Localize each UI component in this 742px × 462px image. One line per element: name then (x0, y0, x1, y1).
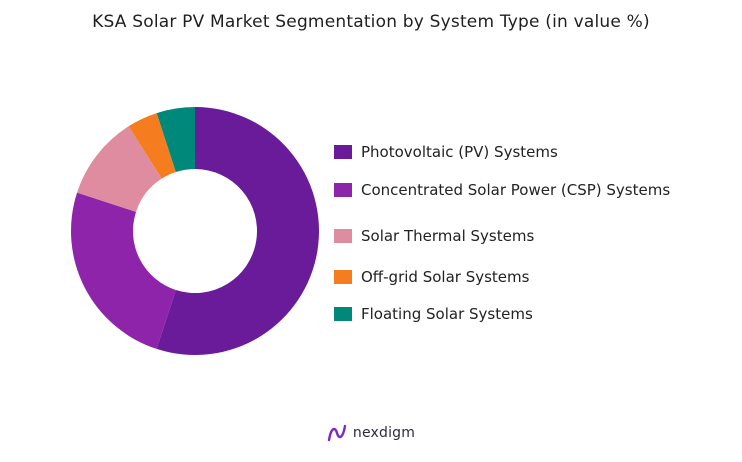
chart-title: KSA Solar PV Market Segmentation by Syst… (92, 12, 650, 32)
legend-label: Concentrated Solar Power (CSP) Systems (361, 181, 671, 199)
nexdigm-logo-icon (327, 424, 347, 442)
legend-swatch (334, 183, 352, 197)
legend-swatch (334, 307, 352, 321)
legend-label: Photovoltaic (PV) Systems (361, 143, 558, 161)
legend-swatch (334, 229, 352, 243)
brand-name: nexdigm (352, 425, 416, 441)
legend-label: Off-grid Solar Systems (361, 268, 530, 286)
donut-slice-5 (156, 107, 195, 173)
donut-slice-2 (70, 192, 176, 349)
brand-footer: nexdigm (0, 424, 742, 448)
legend-label: Floating Solar Systems (361, 305, 533, 323)
legend-swatch (334, 145, 352, 159)
donut-slice-1 (156, 107, 320, 356)
donut-slice-4 (128, 113, 176, 179)
donut-slice-3 (77, 126, 162, 212)
legend-swatch (334, 270, 352, 284)
legend-label: Solar Thermal Systems (361, 227, 535, 245)
